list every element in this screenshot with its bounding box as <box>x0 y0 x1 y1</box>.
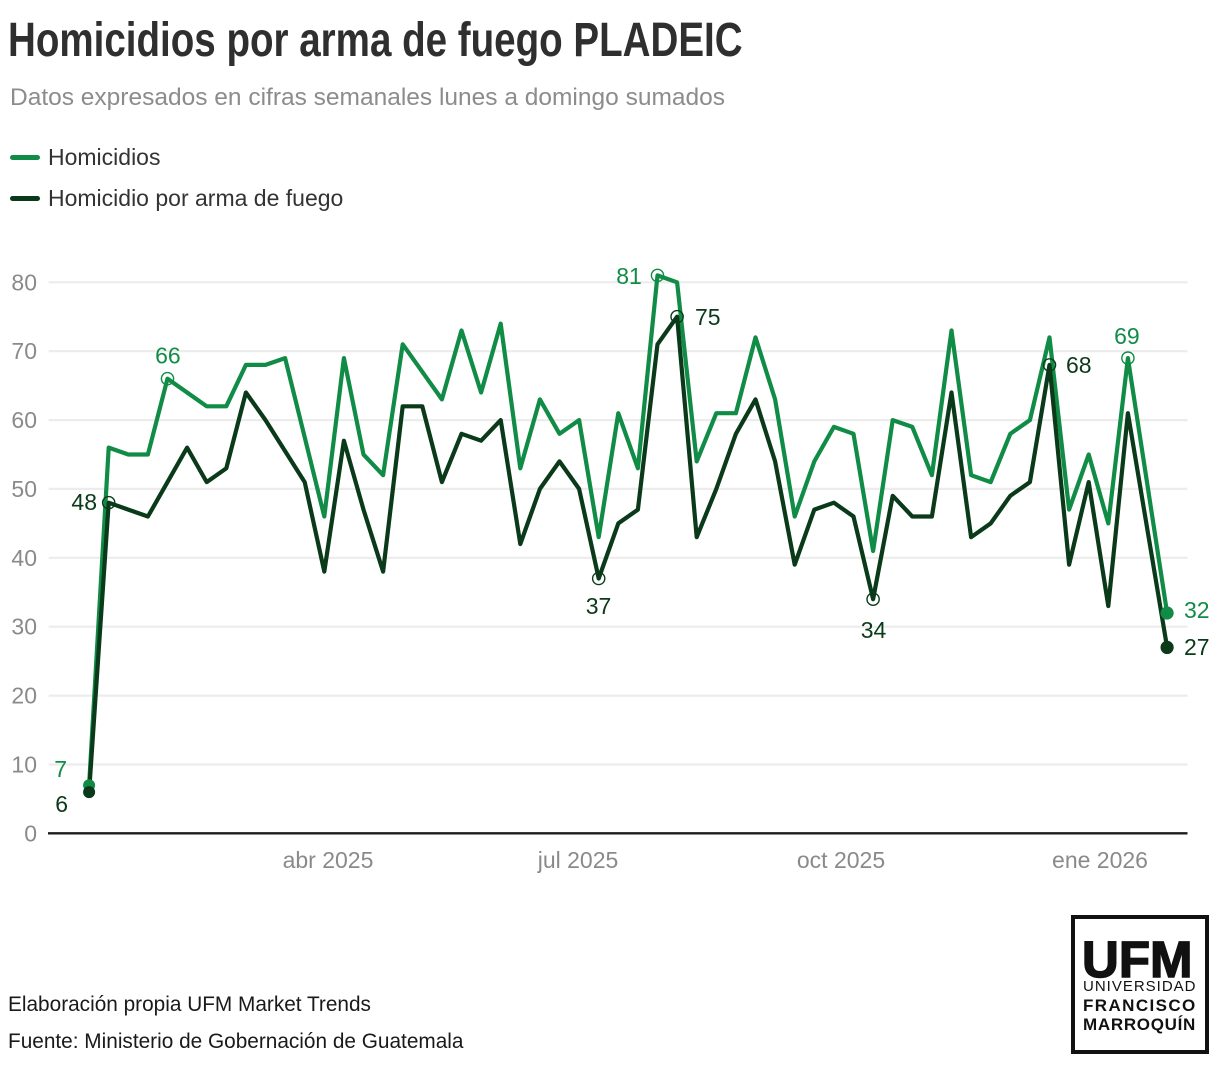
svg-text:10: 10 <box>11 752 37 778</box>
svg-text:6: 6 <box>55 791 68 817</box>
svg-text:oct 2025: oct 2025 <box>797 847 885 873</box>
svg-text:30: 30 <box>11 614 37 640</box>
svg-text:70: 70 <box>11 338 37 364</box>
svg-text:40: 40 <box>11 545 37 571</box>
svg-text:37: 37 <box>586 593 612 619</box>
svg-text:75: 75 <box>695 304 721 330</box>
svg-text:34: 34 <box>861 617 887 643</box>
svg-text:66: 66 <box>155 343 181 369</box>
svg-text:0: 0 <box>24 820 37 846</box>
svg-text:60: 60 <box>11 407 37 433</box>
svg-text:jul 2025: jul 2025 <box>537 847 619 873</box>
svg-text:32: 32 <box>1184 597 1210 623</box>
svg-text:68: 68 <box>1066 352 1092 378</box>
svg-text:48: 48 <box>71 489 97 515</box>
svg-text:abr 2025: abr 2025 <box>283 847 374 873</box>
svg-text:20: 20 <box>11 683 37 709</box>
svg-text:27: 27 <box>1184 634 1210 660</box>
svg-text:69: 69 <box>1114 323 1140 349</box>
svg-text:ene 2026: ene 2026 <box>1052 847 1148 873</box>
svg-text:80: 80 <box>11 269 37 295</box>
svg-text:50: 50 <box>11 476 37 502</box>
svg-text:7: 7 <box>54 756 67 782</box>
svg-text:81: 81 <box>616 263 642 289</box>
